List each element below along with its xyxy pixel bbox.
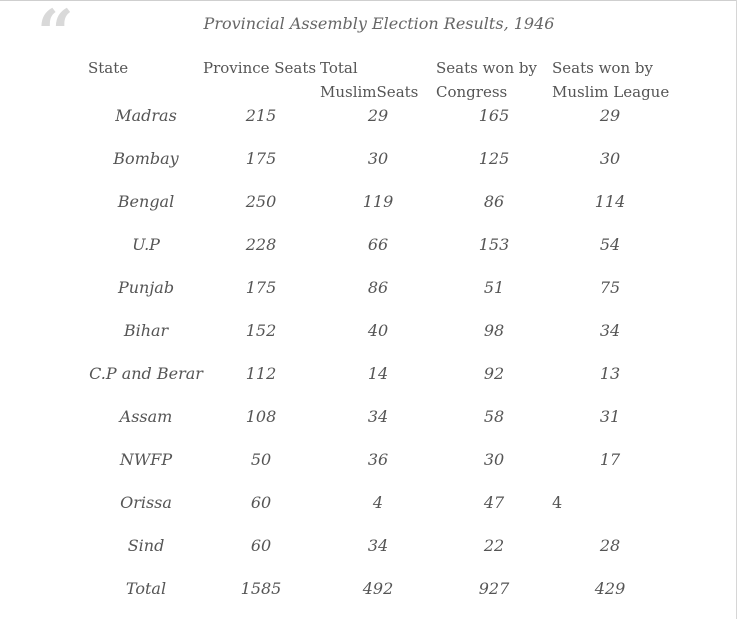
cell-congress-seats: 927 bbox=[478, 579, 510, 598]
table-row: Sind 60 34 22 28 bbox=[0, 534, 737, 558]
cell-state: Total bbox=[125, 579, 167, 598]
cell-province-seats: 50 bbox=[250, 450, 272, 469]
cell-league-seats: 4 bbox=[552, 493, 563, 512]
cell-congress-seats: 125 bbox=[478, 149, 510, 168]
table-row: Assam 108 34 58 31 bbox=[0, 405, 737, 429]
cell-province-seats: 112 bbox=[245, 364, 277, 383]
cell-muslim-seats: 34 bbox=[367, 407, 389, 426]
table-caption: Provincial Assembly Election Results, 19… bbox=[203, 14, 555, 33]
cell-state: NWFP bbox=[119, 450, 173, 469]
table-row: NWFP 50 36 30 17 bbox=[0, 448, 737, 472]
header-muslim-seats-line1: Total bbox=[320, 59, 358, 77]
cell-muslim-seats: 492 bbox=[362, 579, 394, 598]
cell-league-seats: 13 bbox=[599, 364, 621, 383]
cell-province-seats: 228 bbox=[245, 235, 277, 254]
header-state: State bbox=[88, 59, 129, 77]
header-league-line2: Muslim League bbox=[552, 83, 670, 101]
cell-league-seats: 28 bbox=[599, 536, 621, 555]
header-congress-line2: Congress bbox=[436, 83, 508, 101]
cell-muslim-seats: 40 bbox=[367, 321, 389, 340]
cell-league-seats: 54 bbox=[599, 235, 621, 254]
cell-congress-seats: 51 bbox=[483, 278, 505, 297]
cell-state: Bihar bbox=[123, 321, 169, 340]
table-row: U.P 228 66 153 54 bbox=[0, 233, 737, 257]
cell-muslim-seats: 14 bbox=[367, 364, 389, 383]
cell-muslim-seats: 30 bbox=[367, 149, 389, 168]
quote-icon: “ bbox=[37, 0, 74, 71]
cell-league-seats: 29 bbox=[599, 106, 621, 125]
table-row: Bengal 250 119 86 114 bbox=[0, 190, 737, 214]
cell-congress-seats: 92 bbox=[483, 364, 505, 383]
cell-muslim-seats: 119 bbox=[362, 192, 394, 211]
table-row: Bihar 152 40 98 34 bbox=[0, 319, 737, 343]
header-muslim-seats-line2: MuslimSeats bbox=[320, 83, 419, 101]
cell-province-seats: 60 bbox=[250, 536, 272, 555]
cell-muslim-seats: 66 bbox=[367, 235, 389, 254]
cell-congress-seats: 98 bbox=[483, 321, 505, 340]
top-divider bbox=[0, 0, 737, 1]
cell-province-seats: 152 bbox=[245, 321, 277, 340]
cell-league-seats: 31 bbox=[599, 407, 621, 426]
cell-league-seats: 429 bbox=[594, 579, 626, 598]
cell-congress-seats: 153 bbox=[478, 235, 510, 254]
cell-league-seats: 30 bbox=[599, 149, 621, 168]
cell-muslim-seats: 34 bbox=[367, 536, 389, 555]
cell-province-seats: 1585 bbox=[240, 579, 282, 598]
cell-state: C.P and Berar bbox=[89, 364, 203, 383]
table-row: Orissa 60 4 47 4 bbox=[0, 491, 737, 515]
cell-state: Madras bbox=[115, 106, 177, 125]
cell-province-seats: 108 bbox=[245, 407, 277, 426]
table-row: Punjab 175 86 51 75 bbox=[0, 276, 737, 300]
cell-province-seats: 250 bbox=[245, 192, 277, 211]
cell-league-seats: 75 bbox=[599, 278, 621, 297]
cell-state: U.P bbox=[132, 235, 160, 254]
cell-province-seats: 215 bbox=[245, 106, 277, 125]
cell-congress-seats: 86 bbox=[483, 192, 505, 211]
header-province-seats: Province Seats bbox=[203, 59, 317, 77]
cell-league-seats: 114 bbox=[594, 192, 626, 211]
cell-congress-seats: 30 bbox=[483, 450, 505, 469]
cell-congress-seats: 22 bbox=[483, 536, 505, 555]
header-congress-line1: Seats won by bbox=[436, 59, 537, 77]
cell-congress-seats: 165 bbox=[478, 106, 510, 125]
cell-province-seats: 175 bbox=[245, 149, 277, 168]
cell-province-seats: 60 bbox=[250, 493, 272, 512]
cell-league-seats: 34 bbox=[599, 321, 621, 340]
cell-league-seats: 17 bbox=[599, 450, 621, 469]
table-row: C.P and Berar 112 14 92 13 bbox=[0, 362, 737, 386]
cell-state: Sind bbox=[127, 536, 165, 555]
cell-muslim-seats: 29 bbox=[367, 106, 389, 125]
cell-state: Bengal bbox=[117, 192, 175, 211]
cell-province-seats: 175 bbox=[245, 278, 277, 297]
cell-state: Punjab bbox=[117, 278, 175, 297]
cell-state: Assam bbox=[119, 407, 173, 426]
cell-state: Bombay bbox=[113, 149, 179, 168]
header-league-line1: Seats won by bbox=[552, 59, 653, 77]
cell-muslim-seats: 36 bbox=[367, 450, 389, 469]
table-row-total: Total 1585 492 927 429 bbox=[0, 577, 737, 601]
cell-congress-seats: 58 bbox=[483, 407, 505, 426]
table-row: Bombay 175 30 125 30 bbox=[0, 147, 737, 171]
table-row: Madras 215 29 165 29 bbox=[0, 104, 737, 128]
cell-muslim-seats: 4 bbox=[372, 493, 384, 512]
cell-congress-seats: 47 bbox=[483, 493, 505, 512]
cell-state: Orissa bbox=[120, 493, 172, 512]
cell-muslim-seats: 86 bbox=[367, 278, 389, 297]
